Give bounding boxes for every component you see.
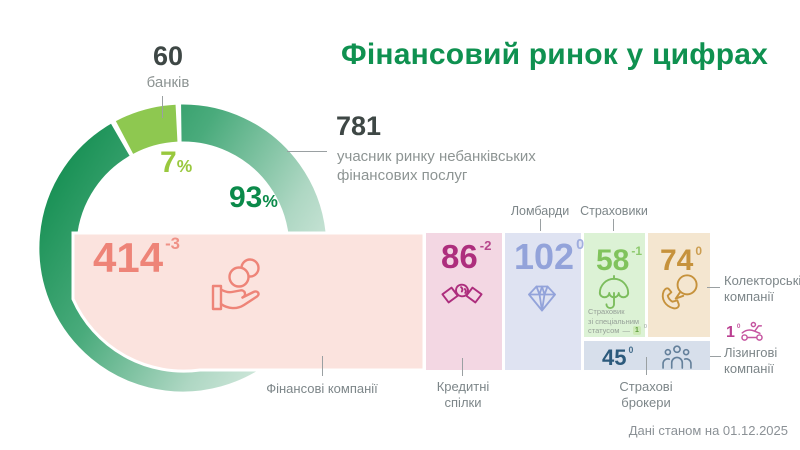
brokers-value-number: 45 xyxy=(602,345,627,370)
collectors-label: Колекторські компанії xyxy=(724,273,800,304)
connector-line-brokers xyxy=(646,357,647,375)
financial-value-delta: -3 xyxy=(165,234,180,253)
banks-percent-unit: % xyxy=(176,156,193,176)
banks-percent: 7% xyxy=(160,148,192,178)
pawnshops-value: 102 0 xyxy=(514,236,585,277)
umbrella-icon xyxy=(597,274,631,317)
insurer-special-status-note: Страховик зі спеціальним статусом — 1 0 xyxy=(588,307,647,336)
insurers-label: Страховики xyxy=(580,204,648,218)
collectors-value: 74 0 xyxy=(660,244,703,277)
leasing-value-delta: 0 xyxy=(736,323,741,330)
leasing-label: Лізингові компанії xyxy=(724,345,778,376)
special-note-dash: — xyxy=(622,326,630,335)
nonbank-label: учасник ринку небанківських фінансових п… xyxy=(337,148,536,184)
handshake-icon xyxy=(441,274,483,312)
financial-companies-label: Фінансові компанії xyxy=(266,381,378,396)
nonbank-percent-unit: % xyxy=(262,191,278,211)
connector-line-pawnshops xyxy=(540,219,541,231)
scooter-icon xyxy=(739,321,765,347)
insurers-value-number: 58 xyxy=(596,244,630,277)
page-title: Фінансовий ринок у цифрах xyxy=(341,38,768,71)
credit-value-delta: -2 xyxy=(479,238,492,253)
special-note-line1: Страховик xyxy=(588,307,625,316)
banks-percent-value: 7 xyxy=(160,146,177,179)
connector-line-credit xyxy=(462,358,463,376)
brokers-value-delta: 0 xyxy=(628,345,634,355)
insurance-brokers-block xyxy=(584,341,710,370)
insurance-brokers-label: Страхові брокери xyxy=(619,379,673,410)
diamond-icon xyxy=(523,283,561,318)
as-of-date-note: Дані станом на 01.12.2025 xyxy=(628,423,788,438)
connector-line-collectors xyxy=(707,287,720,288)
credit-unions-value: 86 -2 xyxy=(441,238,492,275)
insurance-brokers-value: 45 0 xyxy=(602,345,634,370)
special-status-count-badge: 1 xyxy=(632,326,641,336)
connector-line-insurers xyxy=(613,219,614,231)
collectors-value-delta: 0 xyxy=(695,244,703,258)
special-note-line2: зі спеціальним xyxy=(588,316,640,326)
coins-in-hand-icon xyxy=(210,256,268,321)
special-status-delta: 0 xyxy=(643,324,647,330)
insurers-value: 58 -1 xyxy=(596,244,643,277)
nonbank-count: 781 xyxy=(336,111,382,141)
connector-line-financial xyxy=(322,356,323,376)
people-group-icon xyxy=(661,344,693,374)
leasing-value-number: 1 xyxy=(726,324,735,341)
pawnshops-value-number: 102 xyxy=(514,236,575,277)
pawnshops-label: Ломбарди xyxy=(510,204,570,218)
banks-count: 60 xyxy=(152,41,184,71)
phone-chat-icon xyxy=(657,272,701,317)
special-note-line3: статусом xyxy=(588,326,620,335)
connector-line-banks xyxy=(162,96,163,118)
collectors-value-number: 74 xyxy=(660,244,694,277)
pawnshops-value-delta: 0 xyxy=(576,237,585,253)
donut-slice-banks xyxy=(115,104,179,155)
nonbank-percent-value: 93 xyxy=(229,181,263,214)
collectors-block xyxy=(648,233,710,337)
connector-line-leasing xyxy=(710,356,721,357)
financial-companies-value: 414 -3 xyxy=(93,234,180,281)
nonbank-percent: 93% xyxy=(229,183,278,213)
credit-unions-label: Кредитні спілки xyxy=(436,379,490,410)
connector-line-nonbank xyxy=(287,151,327,152)
insurers-value-delta: -1 xyxy=(631,244,643,258)
financial-value-number: 414 xyxy=(93,234,164,281)
insurers-block xyxy=(584,233,645,337)
credit-unions-block xyxy=(426,233,502,370)
credit-value-number: 86 xyxy=(441,238,478,275)
banks-label: банків xyxy=(146,74,190,91)
